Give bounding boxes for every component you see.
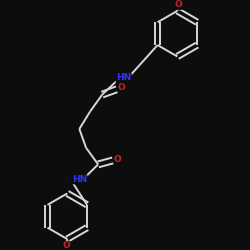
Text: HN: HN xyxy=(72,175,87,184)
Text: O: O xyxy=(114,155,122,164)
Text: HN: HN xyxy=(116,74,131,82)
Text: O: O xyxy=(175,0,182,10)
Text: O: O xyxy=(118,84,126,92)
Text: O: O xyxy=(62,241,70,250)
